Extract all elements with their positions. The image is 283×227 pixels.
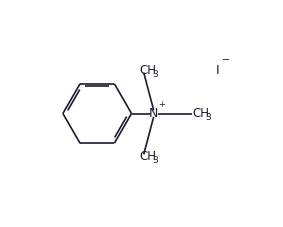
- Text: 3: 3: [152, 70, 158, 79]
- Text: +: +: [158, 100, 166, 109]
- Text: CH: CH: [139, 150, 156, 163]
- Text: CH: CH: [192, 107, 209, 120]
- Text: 3: 3: [205, 113, 211, 122]
- Text: I: I: [216, 64, 219, 77]
- Text: CH: CH: [139, 64, 156, 77]
- Text: −: −: [222, 55, 230, 65]
- Text: 3: 3: [152, 156, 158, 165]
- Text: N: N: [149, 107, 158, 120]
